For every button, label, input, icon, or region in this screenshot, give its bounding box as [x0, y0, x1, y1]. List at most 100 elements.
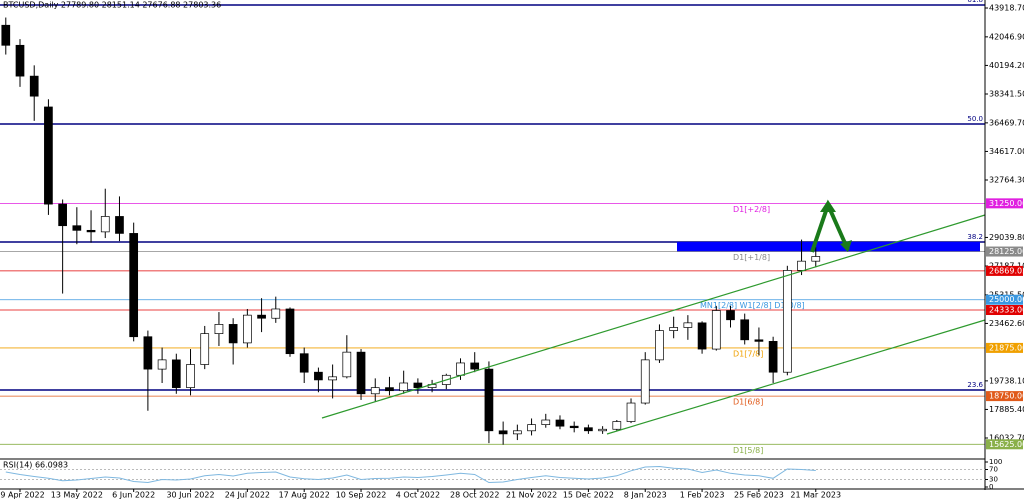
candle-body	[598, 428, 607, 432]
x-tick-label: 15 Dec 2022	[563, 491, 614, 500]
candle-body	[768, 341, 778, 373]
arrow-head	[840, 240, 852, 252]
x-tick-label: 30 Jun 2022	[166, 491, 214, 500]
candle-body	[186, 364, 195, 388]
y-tick-label: 42046.90	[989, 32, 1024, 41]
candle-body	[399, 382, 409, 392]
candle-body	[285, 308, 295, 355]
candle-body	[314, 371, 323, 381]
y-tick-label: 17885.40	[989, 405, 1024, 414]
arrow-head	[820, 200, 836, 212]
rsi-tick-label: 100	[989, 458, 1002, 466]
candle-body	[740, 319, 750, 341]
rsi-tick-label: 0	[989, 483, 993, 491]
level-label: D1[6/8]	[733, 398, 763, 407]
x-tick-label: 8 Jan 2023	[624, 491, 667, 500]
y-tick-label: 34617.00	[989, 147, 1024, 156]
candle-body	[342, 351, 352, 378]
candle-body	[655, 330, 664, 361]
level-price-label: 18750.00	[989, 392, 1024, 401]
level-label: D1[+1/8]	[733, 253, 770, 262]
y-tick-label: 29039.80	[989, 233, 1024, 242]
level-label: D1[7/8]	[733, 349, 763, 358]
level-box	[986, 265, 1023, 276]
candle-body	[726, 310, 735, 321]
x-tick-label: 24 Jul 2022	[225, 491, 270, 500]
level-box	[986, 294, 1023, 305]
candle-body	[29, 75, 39, 97]
fib-label: 50.0	[967, 115, 983, 123]
candle-body	[470, 362, 480, 370]
level-box	[986, 391, 1023, 402]
candle-body	[243, 314, 252, 344]
candle-body	[555, 419, 565, 427]
level-box	[986, 342, 1023, 353]
level-price-label: 28125.00	[989, 247, 1024, 256]
candle-body	[58, 203, 67, 227]
candle-body	[44, 106, 53, 205]
chart-title: BTCUSD,Daily 27789.80 28151.14 27676.88 …	[3, 1, 221, 10]
level-price-label: 24333.00	[989, 306, 1024, 315]
candle-body	[72, 225, 82, 231]
level-price-label: 31250.00	[989, 199, 1024, 208]
rsi-tick-label: 70	[989, 466, 998, 474]
zone	[677, 241, 980, 252]
candle-body	[541, 419, 551, 425]
y-tick-label: 19738.10	[989, 376, 1024, 385]
level-price-label: 25000.00	[989, 295, 1024, 304]
candle-body	[640, 359, 650, 404]
x-tick-label: 21 Nov 2022	[506, 491, 557, 500]
candle-body	[115, 216, 124, 234]
candle-body	[456, 362, 465, 376]
level-box	[986, 198, 1023, 209]
y-tick-label: 43918.70	[989, 3, 1024, 12]
x-tick-label: 21 Mar 2023	[790, 491, 841, 500]
candle-body	[328, 376, 337, 381]
y-tick-label: 32764.30	[989, 175, 1024, 184]
candle-body	[626, 402, 636, 422]
candle-body	[527, 424, 536, 432]
x-tick-label: 25 Feb 2023	[734, 491, 784, 500]
candle-body	[569, 425, 579, 429]
level-label: D1[+2/8]	[733, 205, 770, 214]
candle-body	[157, 359, 167, 370]
candle-body	[257, 314, 266, 319]
level-price-label: 26869.03	[989, 266, 1024, 275]
candle-body	[86, 229, 96, 233]
candle-body	[484, 368, 494, 432]
x-tick-label: 1 Feb 2023	[680, 491, 725, 500]
candle-body	[584, 427, 593, 432]
level-price-label: 15625.00	[989, 440, 1024, 449]
candle-body	[228, 324, 238, 344]
candle-body	[370, 387, 380, 395]
candle-body	[143, 336, 153, 370]
level-label: MN1[2/8] W1[2/8] D1[0/8]	[700, 301, 805, 310]
x-tick-label: 13 May 2022	[51, 491, 103, 500]
y-tick-label: 40194.20	[989, 61, 1024, 70]
candle-body	[512, 430, 522, 435]
candle-body	[669, 327, 679, 331]
y-tick-label: 38341.50	[989, 89, 1024, 98]
candle-body	[200, 333, 210, 365]
candle-body	[498, 430, 508, 435]
rsi-title: RSI(14) 66.0983	[3, 461, 68, 470]
x-tick-label: 28 Oct 2022	[450, 491, 499, 500]
candle-body	[797, 260, 806, 271]
candle-body	[697, 322, 707, 350]
candle-body	[171, 359, 181, 388]
fib-label: 38.2	[967, 233, 983, 241]
candle-body	[754, 339, 764, 342]
rsi-tick-label: 30	[989, 476, 998, 484]
level-box	[986, 246, 1023, 257]
x-tick-label: 6 Jun 2022	[112, 491, 155, 500]
candle-body	[15, 44, 25, 77]
candle-body	[356, 351, 366, 395]
candle-body	[683, 322, 693, 328]
candle-body	[782, 270, 792, 373]
candle-body	[299, 353, 309, 373]
x-tick-label: 4 Oct 2022	[396, 491, 440, 500]
y-tick-label: 16032.70	[989, 434, 1024, 443]
candle-body	[612, 421, 622, 430]
candle-body	[214, 324, 224, 335]
